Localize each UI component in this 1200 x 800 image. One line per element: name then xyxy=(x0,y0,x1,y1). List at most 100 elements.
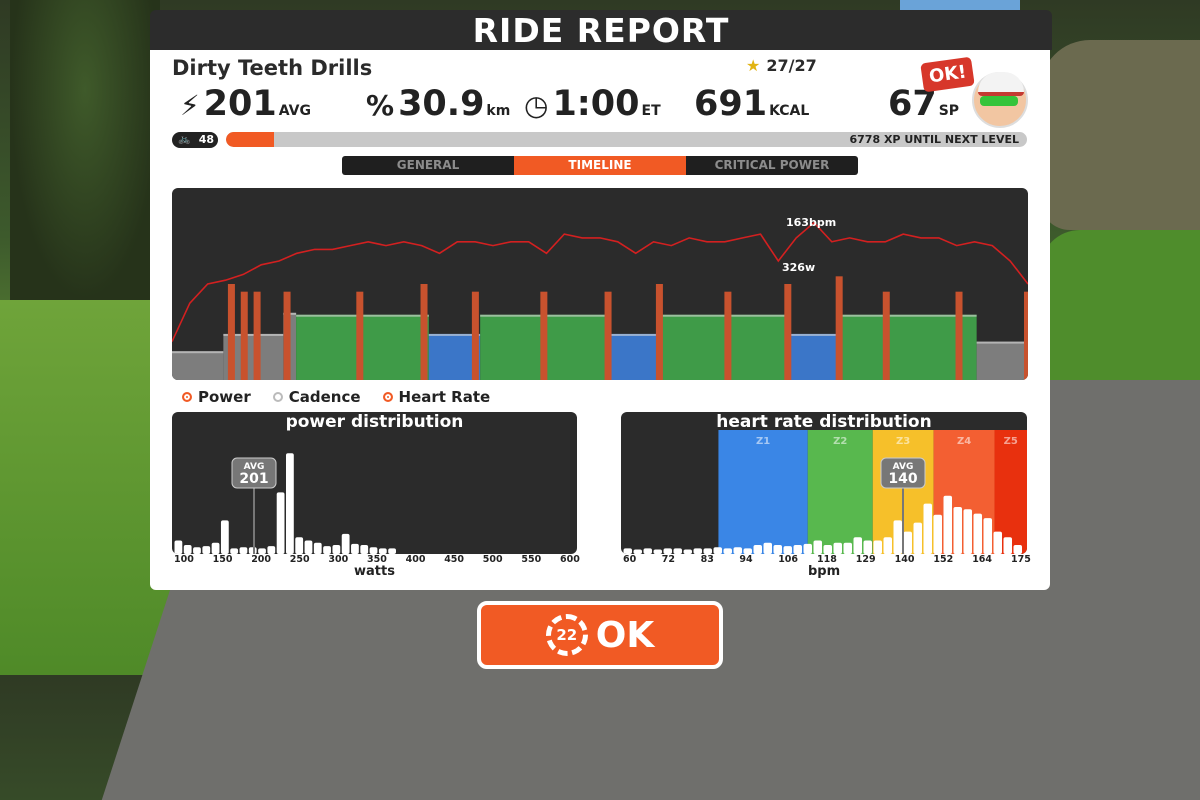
hr-zone-label: Z5 xyxy=(1004,436,1018,447)
timeline-chart: 163bpm 326w xyxy=(172,188,1028,380)
distribution-bar xyxy=(843,542,852,554)
power-block-edge xyxy=(839,314,977,317)
distance-icon: % xyxy=(366,89,395,122)
distribution-bar xyxy=(903,531,912,554)
tab-general[interactable]: GENERAL xyxy=(342,156,514,175)
distribution-bar xyxy=(276,492,285,554)
x-tick-label: 150 xyxy=(212,554,233,565)
distribution-bar xyxy=(993,531,1002,554)
power-distribution-title: power distribution xyxy=(285,412,464,432)
distribution-bar xyxy=(388,548,396,554)
power-spike xyxy=(784,284,792,380)
x-tick-label: 300 xyxy=(328,554,349,565)
x-tick-label: 350 xyxy=(367,554,387,565)
distribution-bar xyxy=(693,548,702,554)
power-block xyxy=(976,341,1028,380)
ok-button[interactable]: 22 OK xyxy=(477,601,723,669)
distribution-bar xyxy=(248,547,257,554)
distribution-bar xyxy=(753,545,762,554)
average-marker-badge xyxy=(880,457,926,489)
power-block xyxy=(172,351,224,380)
distribution-bar xyxy=(663,548,672,554)
distribution-bar xyxy=(202,546,211,554)
distribution-bar xyxy=(369,547,378,554)
power-spike xyxy=(835,276,843,380)
power-toggle[interactable] xyxy=(182,392,192,402)
level-badge: 🚲 48 xyxy=(172,132,218,148)
distribution-bar xyxy=(193,547,201,554)
timeline-legend: Power Cadence Heart Rate xyxy=(182,388,490,406)
distribution-bar xyxy=(378,548,387,554)
distribution-bar xyxy=(803,543,812,554)
x-tick-label: 550 xyxy=(521,554,542,565)
x-tick-label: 600 xyxy=(560,554,580,565)
hr-distribution-title: heart rate distribution xyxy=(716,412,932,432)
max-hr-label: 163bpm xyxy=(786,216,836,229)
power-spike xyxy=(283,291,291,380)
average-marker-label: AVG xyxy=(244,462,265,472)
tab-critical-power[interactable]: CRITICAL POWER xyxy=(686,156,858,175)
countdown-timer: 22 xyxy=(545,614,588,656)
distribution-bar xyxy=(733,547,742,554)
avatar-face-icon xyxy=(972,72,1028,128)
hr-zone-label: Z4 xyxy=(957,436,971,447)
x-tick-label: 83 xyxy=(700,554,714,565)
power-block xyxy=(428,333,481,380)
distribution-bar xyxy=(623,548,632,554)
rider-avatar: OK! xyxy=(920,56,1032,128)
average-marker-label: AVG xyxy=(893,462,914,472)
x-tick-label: 400 xyxy=(405,554,426,565)
x-tick-label: 450 xyxy=(444,554,465,565)
ok-speech-bubble: OK! xyxy=(920,56,976,93)
ride-report-title: RIDE REPORT xyxy=(150,10,1052,50)
legend-heart-rate[interactable]: Heart Rate xyxy=(382,388,490,406)
stat-elapsed-time: ◷ 1:00 ET xyxy=(524,84,661,124)
rock-background xyxy=(1040,40,1200,230)
distribution-bar xyxy=(763,542,772,554)
lightning-icon: ⚡ xyxy=(180,89,200,122)
average-marker-value: 201 xyxy=(239,471,268,487)
power-x-ticks: 100 150 200 250 300 350 400 450 500 550 600 xyxy=(172,554,580,568)
power-block-edge xyxy=(788,333,840,336)
hr-zone-label: Z2 xyxy=(833,436,847,447)
tab-timeline[interactable]: TIMELINE xyxy=(514,156,686,175)
heart-rate-toggle[interactable] xyxy=(382,392,393,402)
power-spike xyxy=(356,291,364,380)
distribution-bar xyxy=(1003,537,1012,554)
sky-background xyxy=(900,0,1020,12)
x-tick-label: 129 xyxy=(855,554,876,565)
distribution-bar xyxy=(963,509,972,554)
distribution-bar xyxy=(295,537,304,554)
distribution-bar xyxy=(743,548,752,554)
power-spike xyxy=(471,291,479,380)
x-tick-label: 250 xyxy=(289,554,310,565)
ride-report-panel: Dirty Teeth Drills ★ 27/27 ⚡ 201 AVG % 30.9 k… xyxy=(150,50,1050,590)
legend-power[interactable]: Power xyxy=(182,388,251,406)
power-block xyxy=(659,314,789,380)
power-spike xyxy=(420,284,428,380)
power-block xyxy=(839,314,977,380)
distribution-bar xyxy=(973,513,982,554)
power-spike xyxy=(604,291,612,380)
x-tick-label: 164 xyxy=(972,554,993,565)
hr-x-ticks: 60 72 83 94 106 118 129 140 152 164 175 xyxy=(621,554,1031,568)
distribution-bar xyxy=(1013,545,1022,554)
power-spike xyxy=(240,291,248,380)
distribution-bar xyxy=(673,548,682,554)
distribution-bar xyxy=(833,542,842,554)
power-block-edge xyxy=(659,314,789,317)
distribution-bar xyxy=(863,540,872,554)
ok-button-label: OK xyxy=(595,614,655,656)
power-block-edge xyxy=(428,333,481,336)
hr-zone-z2 xyxy=(807,430,873,554)
distribution-bar xyxy=(267,546,276,554)
hr-zone-label: Z3 xyxy=(896,436,910,447)
x-tick-label: 152 xyxy=(933,554,954,565)
hr-zone-label: Z1 xyxy=(756,436,770,447)
distribution-bar xyxy=(883,537,892,554)
cadence-toggle[interactable] xyxy=(272,392,283,402)
x-tick-label: 94 xyxy=(739,554,753,565)
distribution-bar xyxy=(258,548,266,554)
average-marker-badge xyxy=(231,457,277,489)
legend-cadence[interactable]: Cadence xyxy=(272,388,361,406)
